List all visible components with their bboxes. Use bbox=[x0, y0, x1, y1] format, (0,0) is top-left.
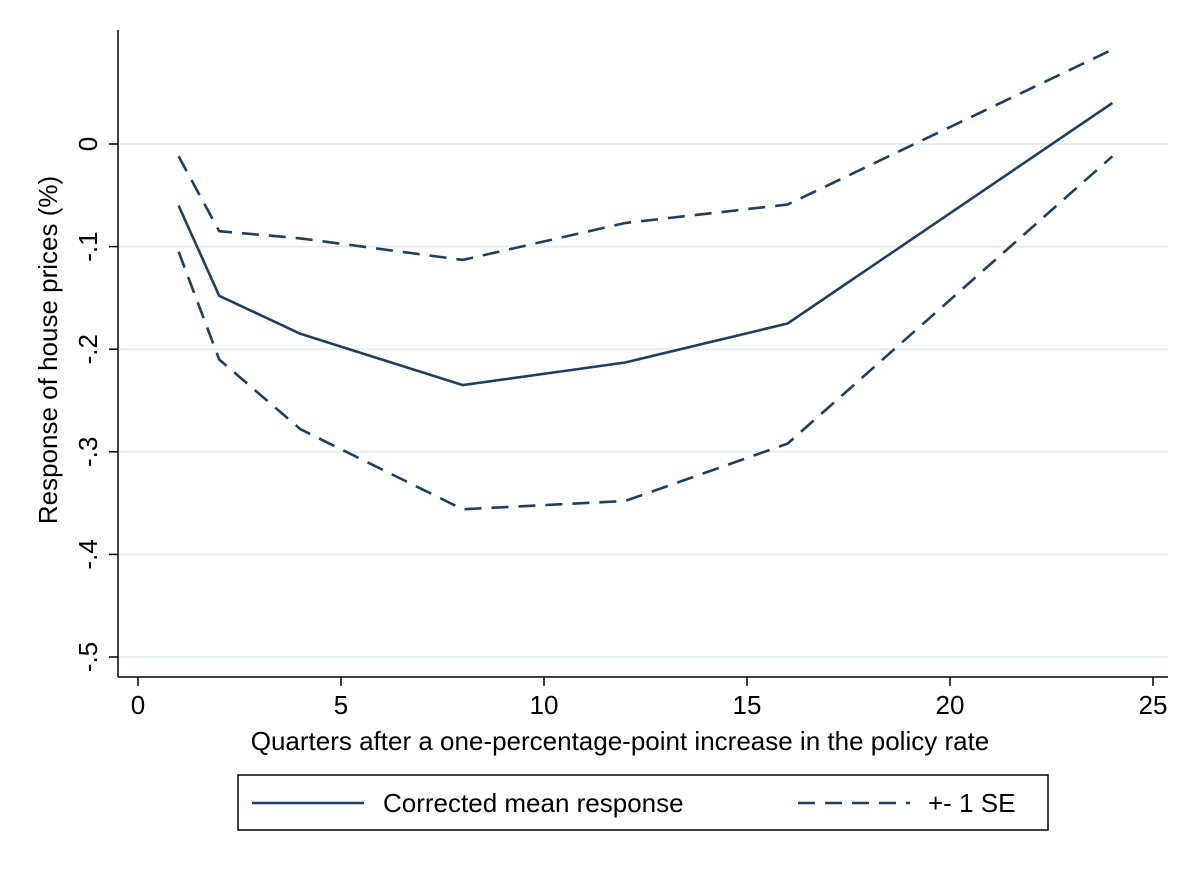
axes: -.5 -.4 -.3 -.2 -.1 0 0 5 10 15 20 25 bbox=[73, 30, 1168, 720]
x-axis-title: Quarters after a one-percentage-point in… bbox=[251, 726, 990, 756]
y-tick-label: -.2 bbox=[73, 334, 103, 364]
y-axis-title: Response of house prices (%) bbox=[33, 176, 63, 524]
series-line-2 bbox=[177, 155, 1114, 511]
x-tick-label: 25 bbox=[1139, 690, 1168, 720]
series-line-0 bbox=[177, 101, 1114, 387]
series-lines bbox=[177, 48, 1114, 511]
x-tick-label: 0 bbox=[131, 690, 145, 720]
gridlines bbox=[118, 143, 1168, 658]
x-tick-label: 5 bbox=[334, 690, 348, 720]
y-tick-label: -.1 bbox=[73, 231, 103, 261]
legend-label-1: +- 1 SE bbox=[928, 788, 1015, 818]
y-tick-label: -.4 bbox=[73, 539, 103, 569]
x-tick-label: 15 bbox=[733, 690, 762, 720]
x-tick-label: 10 bbox=[530, 690, 559, 720]
y-tick-label: -.3 bbox=[73, 437, 103, 467]
y-tick-label: -.5 bbox=[73, 642, 103, 672]
legend: Corrected mean response +- 1 SE bbox=[237, 774, 1049, 831]
x-tick-label: 20 bbox=[936, 690, 965, 720]
y-tick-label: 0 bbox=[73, 137, 103, 151]
legend-label-0: Corrected mean response bbox=[383, 788, 684, 818]
series-line-1 bbox=[177, 48, 1113, 262]
legend-box bbox=[237, 774, 1049, 831]
